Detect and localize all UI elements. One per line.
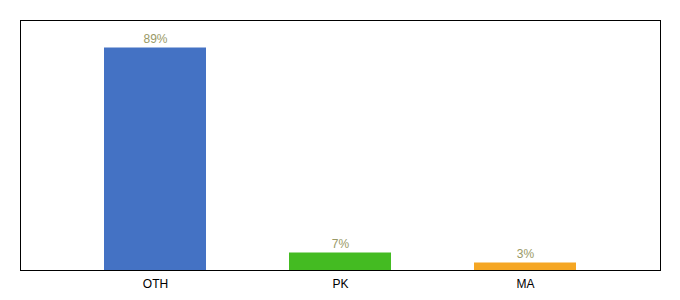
svg-text:89%: 89% [143, 32, 167, 46]
svg-text:PK: PK [332, 277, 348, 291]
svg-text:OTH: OTH [143, 277, 168, 291]
svg-text:3%: 3% [517, 247, 535, 261]
svg-text:MA: MA [517, 277, 535, 291]
svg-text:7%: 7% [332, 237, 350, 251]
